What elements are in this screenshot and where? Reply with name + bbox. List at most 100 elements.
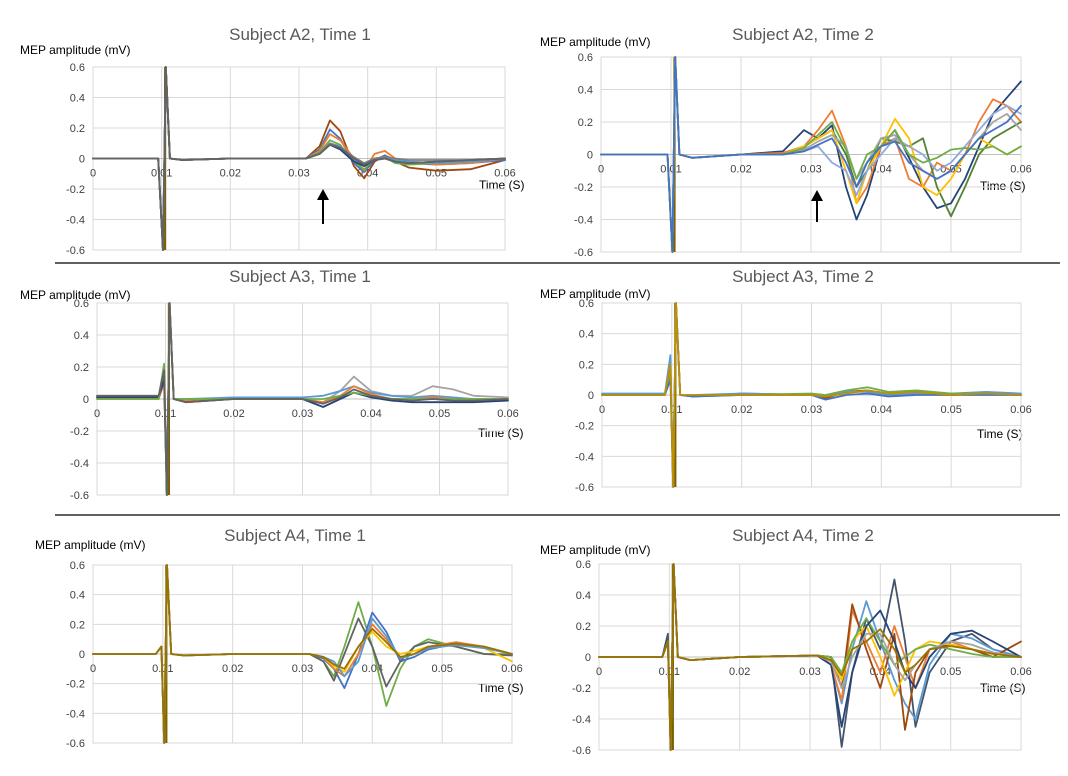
x-tick-label: 0.03 (292, 408, 313, 420)
y-tick-label: 0.4 (70, 590, 85, 602)
x-tick-label: 0 (90, 168, 96, 180)
y-axis-label: MEP amplitude (mV) (540, 35, 650, 49)
y-axis-label: MEP amplitude (mV) (20, 43, 130, 57)
x-tick-label: 0.03 (800, 164, 821, 176)
y-tick-label: 0 (83, 394, 89, 406)
x-tick-label: 0.06 (1010, 404, 1031, 416)
y-tick-label: 0.6 (70, 560, 85, 572)
chart-title: Subject A2, Time 2 (732, 25, 874, 44)
y-axis-label: MEP amplitude (mV) (540, 287, 650, 301)
y-tick-label: -0.2 (574, 182, 593, 194)
x-tick-label: 0.03 (801, 404, 822, 416)
plot-area: 0.60.40.20-0.2-0.4-0.60 0.01 0.02 0.03 0.04 0… (572, 559, 1032, 757)
y-tick-label: -0.2 (70, 426, 89, 438)
x-tick-label: 0 (596, 666, 602, 678)
x-tick-label: 0.02 (730, 164, 751, 176)
series-line (601, 302, 1022, 488)
panel-a3-time1: Subject A3, Time 1 MEP amplitude (mV) Ti… (20, 267, 524, 502)
x-tick-label: 0.02 (729, 666, 750, 678)
x-tick-label: 0.04 (871, 404, 892, 416)
y-tick-label: 0 (79, 154, 85, 166)
y-tick-label: -0.6 (70, 490, 89, 502)
y-tick-label: 0.6 (578, 52, 593, 64)
x-tick-label: 0 (94, 408, 100, 420)
y-tick-label: 0 (587, 150, 593, 162)
y-tick-label: -0.6 (66, 245, 85, 257)
plot-area: 0.60.40.20-0.2-0.4-0.60 0.01 0.02 0.03 0.04 0… (574, 52, 1032, 259)
x-tick-label: 0.03 (799, 666, 820, 678)
x-tick-label: 0.03 (288, 168, 309, 180)
y-tick-label: 0.2 (576, 621, 591, 633)
y-tick-label: 0.2 (70, 123, 85, 135)
y-tick-label: -0.6 (574, 247, 593, 259)
x-tick-label: 0 (90, 663, 96, 675)
y-tick-label: 0.2 (579, 359, 594, 371)
panel-a3-time2: Subject A3, Time 2 MEP amplitude (mV) Ti… (540, 267, 1032, 494)
series-line (96, 302, 509, 496)
chart-title: Subject A4, Time 1 (224, 526, 366, 545)
plot-area: 0.60.40.20-0.2-0.4-0.60 0.01 0.02 0.03 0.04 0… (66, 62, 516, 257)
x-tick-label: 0.06 (1010, 164, 1031, 176)
x-tick-label: 0.06 (497, 408, 518, 420)
y-tick-label: 0.4 (70, 93, 85, 105)
arrow-annotation (317, 189, 329, 224)
x-tick-label: 0.03 (292, 663, 313, 675)
y-tick-label: -0.2 (66, 184, 85, 196)
y-axis-label: MEP amplitude (mV) (20, 288, 130, 302)
y-tick-label: -0.6 (572, 745, 591, 757)
x-tick-label: 0.02 (222, 663, 243, 675)
y-tick-label: 0 (588, 390, 594, 402)
x-axis-label: Time (S) (478, 681, 524, 695)
plot-area: 0.60.40.20-0.2-0.4-0.60 0.01 0.02 0.03 0.04 0… (66, 560, 523, 750)
y-tick-label: 0.4 (579, 329, 594, 341)
y-tick-label: -0.4 (66, 215, 85, 227)
series-line (598, 563, 1022, 751)
chart-title: Subject A3, Time 1 (229, 267, 371, 286)
x-tick-label: 0.06 (501, 663, 522, 675)
arrow-annotation (811, 190, 823, 222)
y-tick-label: 0 (79, 649, 85, 661)
y-tick-label: 0.6 (576, 559, 591, 571)
panel-a2-time2: Subject A2, Time 2 MEP amplitude (mV) Ti… (540, 25, 1032, 259)
y-tick-label: -0.4 (575, 451, 594, 463)
series-line (92, 564, 513, 744)
x-tick-label: 0.05 (429, 408, 450, 420)
y-tick-label: 0.6 (74, 298, 89, 310)
y-tick-label: -0.6 (575, 482, 594, 494)
x-tick-label: 0.06 (494, 168, 515, 180)
x-tick-label: 0.01 (660, 164, 681, 176)
series-line (600, 56, 1022, 253)
x-tick-label: 0.05 (940, 404, 961, 416)
x-tick-label: 0 (599, 404, 605, 416)
x-axis-label: Time (S) (980, 179, 1026, 193)
x-tick-label: 0.05 (431, 663, 452, 675)
x-tick-label: 0.05 (940, 666, 961, 678)
y-tick-label: 0.2 (578, 117, 593, 129)
y-tick-label: 0.4 (74, 330, 89, 342)
y-axis-label: MEP amplitude (mV) (540, 543, 650, 557)
panel-a2-time1: Subject A2, Time 1 MEP amplitude (mV) Ti… (20, 25, 525, 257)
y-tick-label: 0.2 (70, 619, 85, 631)
y-tick-label: -0.2 (572, 683, 591, 695)
y-tick-label: 0.4 (578, 85, 593, 97)
y-axis-label: MEP amplitude (mV) (35, 538, 145, 552)
plot-area: 0.60.40.20-0.2-0.4-0.60 0.01 0.02 0.03 0.04 0… (70, 298, 519, 502)
y-tick-label: -0.4 (574, 215, 593, 227)
panel-a4-time2: Subject A4, Time 2 MEP amplitude (mV) Ti… (540, 526, 1032, 757)
x-tick-label: 0.06 (1010, 666, 1031, 678)
x-tick-label: 0.02 (220, 168, 241, 180)
y-tick-label: 0.2 (74, 362, 89, 374)
x-tick-label: 0.04 (360, 408, 381, 420)
y-tick-label: 0.4 (576, 590, 591, 602)
y-tick-label: 0.6 (579, 298, 594, 310)
x-tick-label: 0.01 (151, 168, 172, 180)
plot-area: 0.60.40.20-0.2-0.4-0.60 0.01 0.02 0.03 0.04 0… (575, 298, 1032, 494)
x-tick-label: 0.02 (223, 408, 244, 420)
x-axis-label: Time (S) (977, 427, 1023, 441)
y-tick-label: -0.2 (575, 421, 594, 433)
y-tick-label: -0.6 (66, 738, 85, 750)
chart-title: Subject A2, Time 1 (229, 25, 371, 44)
y-tick-label: -0.4 (572, 714, 591, 726)
y-tick-label: -0.4 (66, 708, 85, 720)
